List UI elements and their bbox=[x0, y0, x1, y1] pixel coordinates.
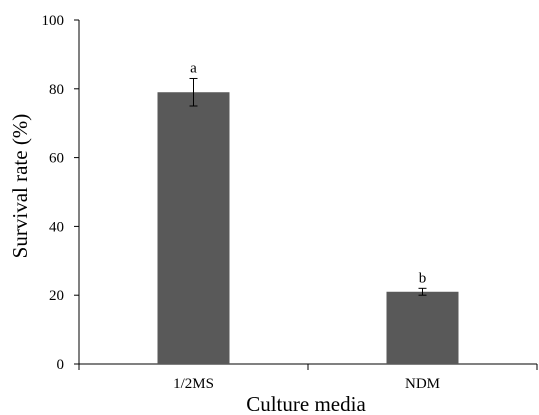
y-tick-label: 60 bbox=[49, 151, 64, 167]
x-tick-labels: 1/2MS NDM bbox=[173, 376, 440, 392]
error-bar bbox=[418, 287, 427, 296]
y-tick-label: 40 bbox=[49, 219, 64, 235]
x-tick-label: 1/2MS bbox=[173, 376, 214, 392]
x-axis-title: Culture media bbox=[246, 392, 366, 415]
y-tick-labels: 0 20 40 60 80 100 bbox=[42, 13, 65, 373]
bar bbox=[157, 92, 230, 365]
bars bbox=[157, 92, 459, 365]
y-tick-label: 20 bbox=[49, 288, 64, 304]
x-axis bbox=[78, 363, 538, 370]
y-axis-title: Survival rate (%) bbox=[8, 114, 32, 259]
significance-label: a bbox=[190, 60, 197, 76]
y-tick-label: 80 bbox=[49, 82, 64, 98]
error-bar bbox=[189, 77, 198, 107]
y-tick-label: 100 bbox=[42, 13, 65, 29]
x-tick-label: NDM bbox=[405, 376, 440, 392]
error-bars bbox=[189, 77, 427, 296]
y-tick-label: 0 bbox=[57, 357, 65, 373]
significance-labels: ab bbox=[190, 60, 426, 286]
y-axis bbox=[74, 19, 80, 365]
significance-label: b bbox=[419, 270, 427, 286]
bar bbox=[386, 291, 459, 364]
